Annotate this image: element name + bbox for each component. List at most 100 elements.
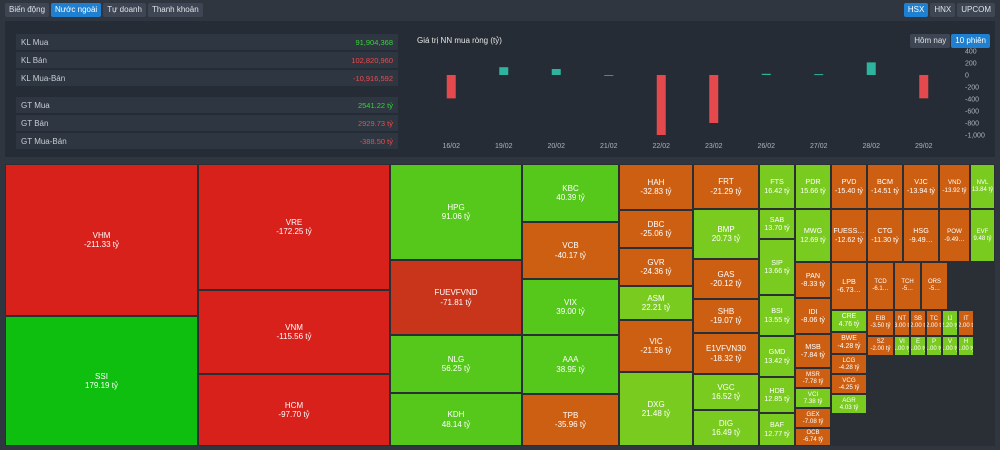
treemap-cell-hcm[interactable]: HCM -97.70 tỷ	[198, 374, 390, 446]
treemap-cell-tcd[interactable]: TCD -6.1…	[867, 262, 894, 310]
treemap-cell-lpb[interactable]: LPB -6.73…	[831, 262, 867, 310]
treemap-cell-h[interactable]: H1.00 tỷ	[958, 336, 974, 356]
treemap-cell-ocb[interactable]: OCB -6.74 tỷ	[795, 428, 831, 446]
treemap-cell-vre[interactable]: VRE -172.25 tỷ	[198, 164, 390, 290]
treemap-cell-kbc[interactable]: KBC 40.39 tỷ	[522, 164, 619, 222]
treemap-cell-p[interactable]: P1.00 tỷ	[926, 336, 942, 356]
treemap-cell-vi[interactable]: VI1.00 tỷ	[894, 336, 910, 356]
cell-symbol: GVR	[647, 257, 665, 267]
treemap-cell-nvl[interactable]: NVL 13.84 tỷ	[970, 164, 995, 209]
treemap-cell-lcg[interactable]: LCG -4.28 tỷ	[831, 354, 867, 374]
cell-value: 4.03 tỷ	[839, 404, 859, 411]
cell-value: -3.00 tỷ	[894, 323, 910, 329]
treemap-cell-it[interactable]: IT-2.00 tỷ	[958, 310, 974, 336]
treemap-cell-ctg[interactable]: CTG -11.30 tỷ	[867, 209, 903, 262]
tab-thanh-khoan[interactable]: Thanh khoản	[147, 3, 203, 17]
treemap-cell-sab[interactable]: SAB 13.70 tỷ	[759, 209, 795, 239]
treemap-cell-vcg[interactable]: VCG -4.25 tỷ	[831, 374, 867, 394]
treemap-cell-pvd[interactable]: PVD -15.40 tỷ	[831, 164, 867, 209]
tab-hsx[interactable]: HSX	[903, 3, 929, 17]
treemap-cell-vjc[interactable]: VJC -13.94 tỷ	[903, 164, 939, 209]
cell-value: 15.66 tỷ	[800, 185, 826, 195]
treemap-cell-dig[interactable]: DIG 16.49 tỷ	[693, 410, 759, 446]
treemap-cell-gas[interactable]: GAS -20.12 tỷ	[693, 259, 759, 299]
treemap-cell-vnd[interactable]: VND -13.92 tỷ	[939, 164, 970, 209]
treemap-cell-nlg[interactable]: NLG 56.25 tỷ	[390, 335, 522, 393]
treemap-cell-ssi[interactable]: SSI 179.19 tỷ	[5, 316, 198, 446]
treemap-cell-ors[interactable]: ORS -5…	[921, 262, 948, 310]
treemap-cell-tc[interactable]: TC-2.00 tỷ	[926, 310, 942, 336]
treemap-cell-dbc[interactable]: DBC -25.06 tỷ	[619, 210, 693, 248]
treemap-cell-fuevfvnd[interactable]: FUEVFVND -71.81 tỷ	[390, 260, 522, 335]
treemap-cell-baf[interactable]: BAF 12.77 tỷ	[759, 413, 795, 446]
bar-26-02	[761, 73, 771, 75]
bar-22-02	[656, 75, 666, 135]
cell-value: -172.25 tỷ	[276, 227, 312, 236]
treemap-cell-vic[interactable]: VIC -21.58 tỷ	[619, 320, 693, 372]
treemap-cell-kdh[interactable]: KDH 48.14 tỷ	[390, 393, 522, 446]
treemap-cell-tch[interactable]: TCH -5…	[894, 262, 921, 310]
treemap-cell-gex[interactable]: GEX -7.08 tỷ	[795, 408, 831, 428]
treemap-cell-vnm[interactable]: VNM -115.56 tỷ	[198, 290, 390, 374]
treemap-cell-agr[interactable]: AGR 4.03 tỷ	[831, 394, 867, 414]
treemap-cell-cre[interactable]: CRE 4.76 tỷ	[831, 310, 867, 332]
treemap-cell-hah[interactable]: HAH -32.83 tỷ	[619, 164, 693, 210]
treemap-cell-vgc[interactable]: VGC 16.52 tỷ	[693, 374, 759, 410]
treemap-cell-fts[interactable]: FTS 16.42 tỷ	[759, 164, 795, 209]
treemap-cell-hsg[interactable]: HSG -9.49…	[903, 209, 939, 262]
tab-hnx[interactable]: HNX	[930, 3, 956, 17]
treemap-cell-asm[interactable]: ASM 22.21 tỷ	[619, 286, 693, 320]
treemap-cell-vix[interactable]: VIX 39.00 tỷ	[522, 279, 619, 335]
toggle-10-phien[interactable]: 10 phiên	[951, 34, 990, 48]
toggle-hom-nay[interactable]: Hôm nay	[910, 34, 951, 48]
cell-symbol: BMP	[717, 224, 735, 234]
cell-symbol: NT	[898, 316, 906, 323]
treemap-cell-aaa[interactable]: AAA 38.95 tỷ	[522, 335, 619, 394]
treemap-cell-pdr[interactable]: PDR 15.66 tỷ	[795, 164, 831, 209]
treemap-cell-sip[interactable]: SIP 13.66 tỷ	[759, 239, 795, 295]
bar-29-02	[919, 75, 929, 99]
tab-tu-doanh[interactable]: Tự doanh	[103, 3, 146, 17]
treemap-cell-fuess[interactable]: FUESS… -12.62 tỷ	[831, 209, 867, 262]
treemap-cell-vci[interactable]: VCI 7.38 tỷ	[795, 388, 831, 408]
treemap-cell-hpg[interactable]: HPG 91.06 tỷ	[390, 164, 522, 260]
cell-value: -5…	[901, 286, 914, 292]
treemap-cell-eib[interactable]: EIB -3.50 tỷ	[867, 310, 894, 336]
treemap-cell-ij[interactable]: IJ2.20 tỷ	[942, 310, 958, 336]
treemap-cell-v[interactable]: V1.00 tỷ	[942, 336, 958, 356]
treemap-cell-bwe[interactable]: BWE -4.28 tỷ	[831, 332, 867, 354]
treemap-cell-hdb[interactable]: HDB 12.85 tỷ	[759, 377, 795, 413]
treemap-cell-tpb[interactable]: TPB -35.96 tỷ	[522, 394, 619, 446]
treemap-cell-mwg[interactable]: MWG 12.69 tỷ	[795, 209, 831, 262]
treemap-cell-msb[interactable]: MSB -7.84 tỷ	[795, 334, 831, 368]
treemap-cell-pan[interactable]: PAN -8.33 tỷ	[795, 262, 831, 298]
treemap-cell-e[interactable]: E1.00 tỷ	[910, 336, 926, 356]
treemap-cell-nt[interactable]: NT-3.00 tỷ	[894, 310, 910, 336]
treemap-cell-evf[interactable]: EVF 9.48 tỷ	[970, 209, 995, 262]
cell-value: -14.51 tỷ	[871, 185, 899, 195]
cell-symbol: GMD	[768, 347, 786, 357]
treemap-cell-idi[interactable]: IDI -8.06 tỷ	[795, 298, 831, 334]
tab-upcom[interactable]: UPCOM	[957, 3, 995, 17]
treemap-cell-sz[interactable]: SZ -2.00 tỷ	[867, 336, 894, 356]
tab-bien-dong[interactable]: Biến động	[5, 3, 50, 17]
treemap-cell-gmd[interactable]: GMD 13.42 tỷ	[759, 336, 795, 377]
treemap-cell-shb[interactable]: SHB -19.07 tỷ	[693, 299, 759, 333]
cell-symbol: E1VFVN30	[705, 344, 747, 354]
treemap-cell-vhm[interactable]: VHM -211.33 tỷ	[5, 164, 198, 316]
treemap-cell-sb[interactable]: SB-2.00 tỷ	[910, 310, 926, 336]
y-tick-label: -1,000	[965, 133, 985, 140]
treemap-cell-dxg[interactable]: DXG 21.48 tỷ	[619, 372, 693, 446]
treemap-cell-pow[interactable]: POW -9.49…	[939, 209, 970, 262]
treemap-cell-vcb[interactable]: VCB -40.17 tỷ	[522, 222, 619, 279]
treemap-cell-frt[interactable]: FRT -21.29 tỷ	[693, 164, 759, 209]
tab-nuoc-ngoai[interactable]: Nước ngoài	[51, 3, 102, 17]
treemap-cell-bsi[interactable]: BSI 13.55 tỷ	[759, 295, 795, 336]
treemap-cell-e1vfvn30[interactable]: E1VFVN30 -18.32 tỷ	[693, 333, 759, 374]
cell-symbol: VHM	[92, 230, 111, 240]
cell-symbol: KDH	[447, 410, 465, 420]
treemap-cell-bcm[interactable]: BCM -14.51 tỷ	[867, 164, 903, 209]
treemap-cell-gvr[interactable]: GVR -24.36 tỷ	[619, 248, 693, 286]
treemap-cell-bmp[interactable]: BMP 20.73 tỷ	[693, 209, 759, 259]
treemap-cell-msr[interactable]: MSR -7.78 tỷ	[795, 368, 831, 388]
